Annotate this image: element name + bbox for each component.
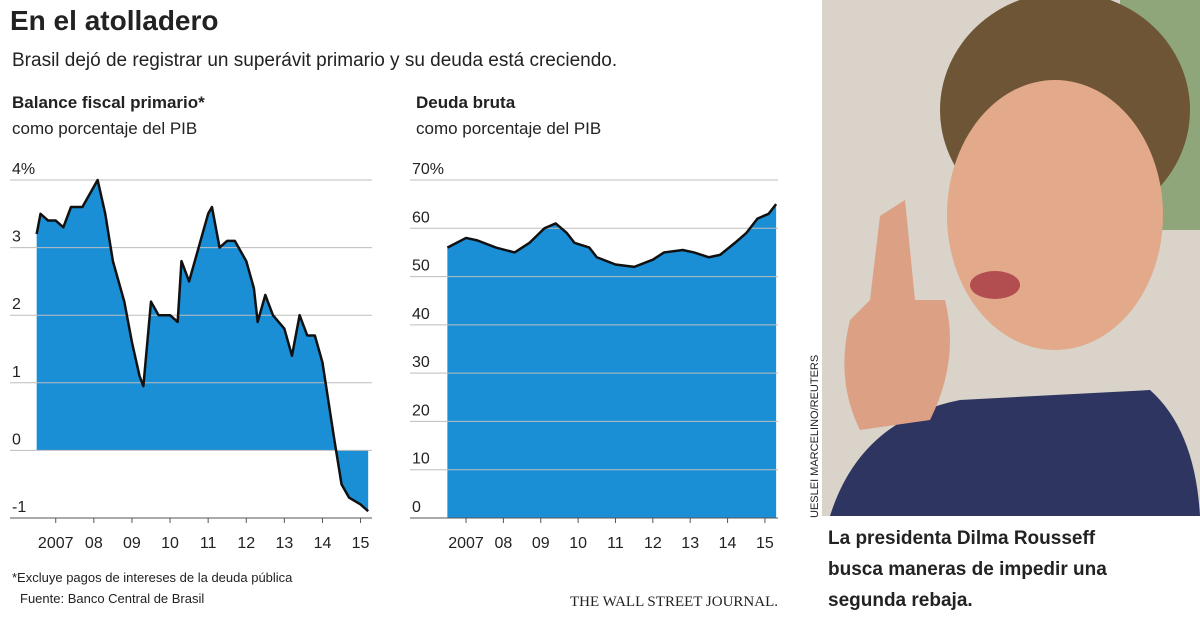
chart-title: Balance fiscal primario* [12, 93, 205, 112]
caption-line: segunda rebaja. [828, 590, 973, 611]
publisher: THE WALL STREET JOURNAL. [570, 594, 778, 610]
x-tick-label: 09 [123, 535, 141, 552]
face [947, 80, 1163, 350]
x-tick-label: 12 [644, 535, 662, 552]
data-line [35, 178, 370, 513]
chart-subtitle: como porcentaje del PIB [12, 119, 197, 138]
x-tick-label: 08 [85, 535, 103, 552]
y-tick-label: 70% [412, 161, 444, 178]
x-tick-label: 13 [681, 535, 699, 552]
y-tick-label: 0 [12, 431, 21, 448]
area-fill [36, 180, 369, 512]
y-tick-label: 2 [12, 296, 21, 313]
y-tick-label: -1 [12, 499, 26, 516]
y-tick-label: 3 [12, 229, 21, 246]
headline: En el atolladero [10, 5, 219, 36]
y-tick-label: 60 [412, 209, 430, 226]
x-tick-label: 10 [161, 535, 179, 552]
area-fill [447, 204, 777, 518]
hand [844, 200, 950, 430]
chart-title: Deuda bruta [416, 93, 516, 112]
y-tick-label: 1 [12, 364, 21, 381]
data-line [446, 203, 778, 269]
mouth [970, 271, 1020, 299]
photo [822, 0, 1200, 516]
footnote: *Excluye pagos de intereses de la deuda … [12, 570, 293, 585]
y-tick-label: 0 [412, 499, 421, 516]
caption-line: busca maneras de impedir una [828, 559, 1107, 580]
x-tick-label: 12 [237, 535, 255, 552]
blouse [830, 390, 1200, 516]
source: Fuente: Banco Central de Brasil [20, 591, 204, 606]
y-tick-label: 50 [412, 258, 430, 275]
x-tick-label: 2007 [448, 535, 484, 552]
y-tick-label: 30 [412, 354, 430, 371]
x-tick-label: 15 [756, 535, 774, 552]
x-tick-label: 10 [569, 535, 587, 552]
x-tick-label: 2007 [38, 535, 74, 552]
y-tick-label: 10 [412, 451, 430, 468]
y-tick-label: 4% [12, 161, 35, 178]
chart-subtitle: como porcentaje del PIB [416, 119, 601, 138]
x-tick-label: 08 [495, 535, 513, 552]
x-tick-label: 11 [200, 535, 217, 552]
x-tick-label: 14 [314, 535, 332, 552]
x-tick-label: 13 [275, 535, 293, 552]
subtitle: Brasil dejó de registrar un superávit pr… [12, 50, 617, 71]
x-tick-label: 15 [352, 535, 370, 552]
y-tick-label: 20 [412, 402, 430, 419]
photo-credit: UESLEI MARCELINO/REUTERS [809, 355, 821, 518]
x-tick-label: 09 [532, 535, 550, 552]
x-tick-label: 14 [719, 535, 737, 552]
y-tick-label: 40 [412, 306, 430, 323]
x-tick-label: 11 [607, 535, 624, 552]
caption-line: La presidenta Dilma Rousseff [828, 528, 1096, 549]
